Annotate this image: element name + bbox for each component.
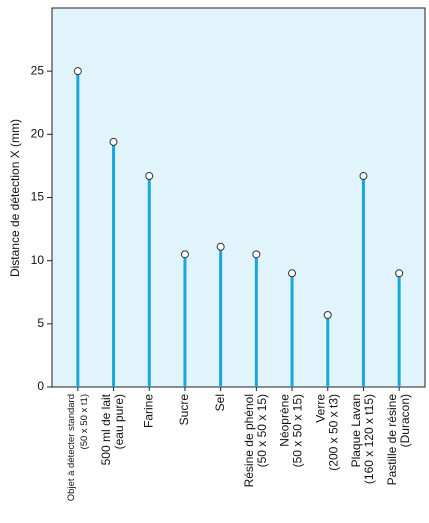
marker [359, 172, 368, 181]
x-tick-label: Sucre [177, 394, 191, 426]
marker [109, 137, 118, 146]
marker [395, 269, 404, 278]
x-tick-label: Objet à détecter standard [66, 394, 77, 501]
marker [73, 67, 82, 76]
x-tick-label: Verre [313, 394, 327, 423]
y-axis-label: Distance de détection X (mm) [8, 119, 22, 277]
x-tick-label: Pastille de résine [385, 394, 399, 486]
y-tick-label: 0 [37, 379, 44, 393]
y-tick-label: 25 [31, 63, 45, 77]
x-tick-label: Néoprène [278, 394, 292, 447]
x-tick-label: 500 ml de lait [99, 393, 113, 465]
marker [252, 250, 261, 259]
x-tick-label: (200 x 50 x t3) [326, 394, 340, 471]
x-tick-label: (Duracon) [398, 394, 412, 447]
x-tick-label: (50 x 50 x 15) [291, 394, 305, 467]
y-tick-label: 10 [31, 253, 45, 267]
plot-area [51, 7, 426, 388]
x-tick-label: Sel [213, 394, 227, 411]
marker [323, 310, 332, 319]
x-tick-label: (50 x 50 x t1) [79, 394, 90, 449]
marker [180, 250, 189, 259]
x-tick-label: Plaque Lavan [349, 394, 363, 467]
marker [216, 242, 225, 251]
y-tick-label: 15 [31, 190, 45, 204]
x-tick-label: Farine [141, 394, 155, 428]
x-tick-label: Résine de phénol [242, 394, 256, 487]
marker [288, 269, 297, 278]
x-tick-label: (50 x 50 x 15) [255, 394, 269, 467]
y-tick-label: 20 [31, 127, 45, 141]
marker [145, 172, 154, 181]
x-tick-label: (160 x 120 x t15) [362, 394, 376, 484]
y-tick-label: 5 [37, 316, 44, 330]
x-tick-label: (eau pure) [112, 394, 126, 449]
